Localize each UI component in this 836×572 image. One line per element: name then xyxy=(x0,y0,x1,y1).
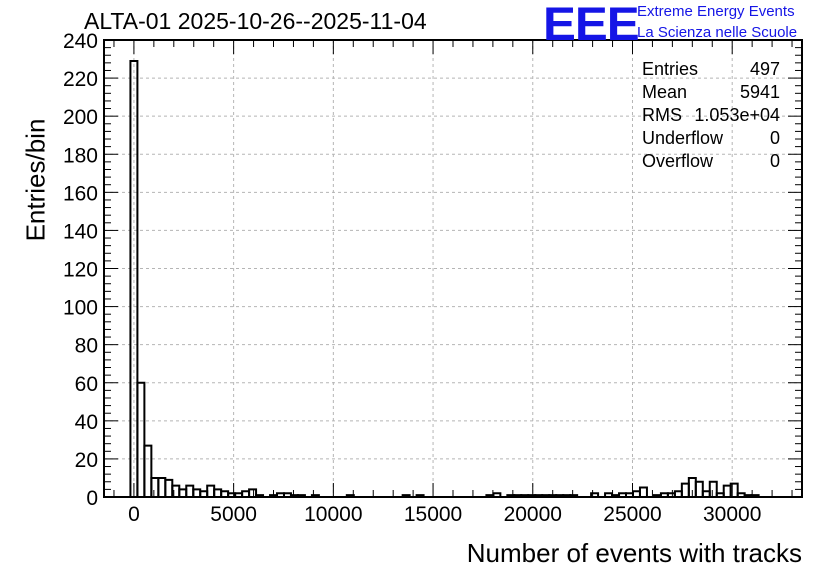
y-tick-label: 200 xyxy=(63,106,98,129)
stats-overflow-label: Overflow xyxy=(642,151,714,171)
histogram-bin xyxy=(638,486,648,497)
x-axis-label: Number of events with tracks xyxy=(466,538,802,568)
y-tick-label: 40 xyxy=(75,411,98,434)
stats-entries-label: Entries xyxy=(642,59,699,79)
y-axis-label: Entries/bin xyxy=(20,118,51,242)
y-tick-label: 180 xyxy=(63,144,98,167)
x-tick-label: 15000 xyxy=(404,503,462,526)
y-tick-label: 0 xyxy=(86,487,98,510)
stats-row-underflow: Underflow 0 xyxy=(642,127,780,150)
y-tick-label: 140 xyxy=(63,220,98,243)
histogram-bin xyxy=(129,59,139,497)
stats-mean-value: 5941 xyxy=(739,82,780,102)
y-tick-label: 240 xyxy=(63,30,98,53)
logo-line-2: La Scienza nelle Scuole xyxy=(637,24,798,41)
histogram-bin xyxy=(729,482,739,497)
x-tick-label: 25000 xyxy=(603,503,661,526)
stats-row-rms: RMS 1.053e+04 xyxy=(642,104,780,127)
stats-box: Entries 497 Mean 5941 RMS 1.053e+04 Unde… xyxy=(642,58,780,173)
histogram-bin xyxy=(157,476,167,497)
histogram-bin xyxy=(492,492,502,497)
stats-overflow-value: 0 xyxy=(769,151,780,171)
stats-mean-label: Mean xyxy=(642,82,688,102)
histogram-bin xyxy=(680,482,690,497)
x-tick-label: 0 xyxy=(128,503,140,526)
y-tick-label: 220 xyxy=(63,68,98,91)
histogram-bin xyxy=(722,484,732,497)
histogram-bin xyxy=(178,488,188,497)
histogram-bin xyxy=(150,476,160,497)
histogram-bin xyxy=(192,488,202,497)
stats-underflow-value: 0 xyxy=(769,128,780,148)
plot-frame xyxy=(103,39,803,498)
x-tick-label: 5000 xyxy=(210,503,257,526)
x-tick-label: 20000 xyxy=(504,503,562,526)
histogram-bin xyxy=(694,480,704,497)
y-tick-label: 80 xyxy=(75,335,98,358)
stats-row-mean: Mean 5941 xyxy=(642,81,780,104)
histogram-bin xyxy=(143,444,153,497)
stats-row-entries: Entries 497 xyxy=(642,58,780,81)
histogram-bin xyxy=(164,478,174,497)
histogram-bin xyxy=(708,480,718,497)
histogram-bin xyxy=(185,484,195,497)
stats-rms-value: 1.053e+04 xyxy=(694,105,780,125)
y-tick-label: 20 xyxy=(75,449,98,472)
y-tick-label: 160 xyxy=(63,182,98,205)
histogram-bin xyxy=(136,381,146,497)
histogram-bin xyxy=(213,488,223,497)
y-tick-label: 60 xyxy=(75,373,98,396)
eee-logo: EEE xyxy=(543,0,640,50)
x-tick-label: 10000 xyxy=(304,503,362,526)
stats-entries-value: 497 xyxy=(749,59,780,79)
y-tick-label: 100 xyxy=(63,297,98,320)
logo-line-1: Extreme Energy Events xyxy=(637,3,795,20)
stats-underflow-label: Underflow xyxy=(642,128,724,148)
x-tick-label: 30000 xyxy=(703,503,761,526)
histogram-bin xyxy=(590,492,600,497)
stats-rms-label: RMS xyxy=(642,105,682,125)
chart-title: ALTA-01 2025-10-26--2025-11-04 xyxy=(84,8,427,34)
stats-row-overflow: Overflow 0 xyxy=(642,150,780,173)
histogram-bin xyxy=(206,484,216,497)
histogram-bin xyxy=(248,488,258,497)
y-tick-label: 120 xyxy=(63,259,98,282)
